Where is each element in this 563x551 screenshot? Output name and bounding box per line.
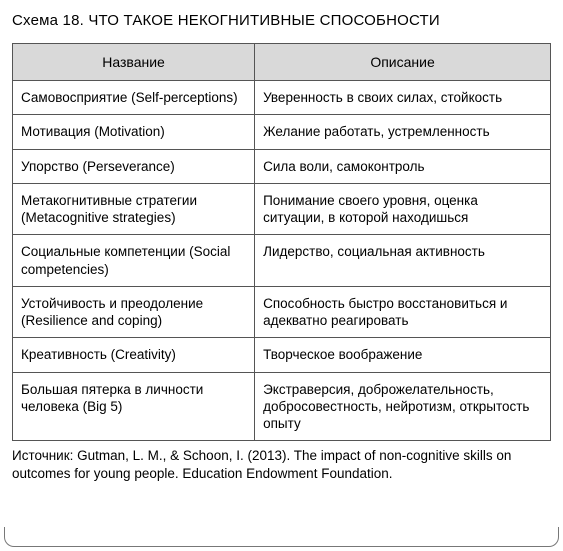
abilities-table: Название Описание Самовосприятие (Self-p… (12, 43, 551, 441)
cell-desc: Способность быстро восстановиться и адек… (255, 286, 551, 338)
cell-name: Самовосприятие (Self-perceptions) (13, 81, 255, 115)
table-row: Большая пятерка в личности человека (Big… (13, 372, 551, 441)
cell-desc: Сила воли, самоконтроль (255, 149, 551, 183)
cell-name: Социальные компетенции (Social competenc… (13, 235, 255, 287)
table-row: Упорство (Perseverance) Сила воли, самок… (13, 149, 551, 183)
table-row: Креативность (Creativity) Творческое воо… (13, 338, 551, 372)
table-row: Самовосприятие (Self-perceptions) Уверен… (13, 81, 551, 115)
frame-border (4, 527, 559, 547)
table-row: Социальные компетенции (Social competenc… (13, 235, 551, 287)
cell-name: Устойчивость и преодоление (Resilience a… (13, 286, 255, 338)
cell-name: Креативность (Creativity) (13, 338, 255, 372)
cell-desc: Понимание своего уровня, оценка ситуации… (255, 183, 551, 235)
cell-name: Большая пятерка в личности человека (Big… (13, 372, 255, 441)
col-header-desc: Описание (255, 44, 551, 81)
cell-name: Мотивация (Motivation) (13, 115, 255, 149)
figure-title: Схема 18. ЧТО ТАКОЕ НЕКОГНИТИВНЫЕ СПОСОБ… (12, 12, 551, 29)
table-row: Мотивация (Motivation) Желание работать,… (13, 115, 551, 149)
cell-desc: Желание работать, устремленность (255, 115, 551, 149)
table-header-row: Название Описание (13, 44, 551, 81)
cell-desc: Уверенность в своих силах, стойкость (255, 81, 551, 115)
cell-name: Метакогнитивные стратегии (Metacognitive… (13, 183, 255, 235)
col-header-name: Название (13, 44, 255, 81)
cell-desc: Лидерство, социальная активность (255, 235, 551, 287)
table-row: Метакогнитивные стратегии (Metacognitive… (13, 183, 551, 235)
source-citation: Источник: Gutman, L. M., & Schoon, I. (2… (12, 447, 551, 482)
cell-name: Упорство (Perseverance) (13, 149, 255, 183)
figure-container: Схема 18. ЧТО ТАКОЕ НЕКОГНИТИВНЫЕ СПОСОБ… (0, 0, 563, 551)
table-row: Устойчивость и преодоление (Resilience a… (13, 286, 551, 338)
cell-desc: Экстраверсия, доброжелательность, доброс… (255, 372, 551, 441)
cell-desc: Творческое воображение (255, 338, 551, 372)
